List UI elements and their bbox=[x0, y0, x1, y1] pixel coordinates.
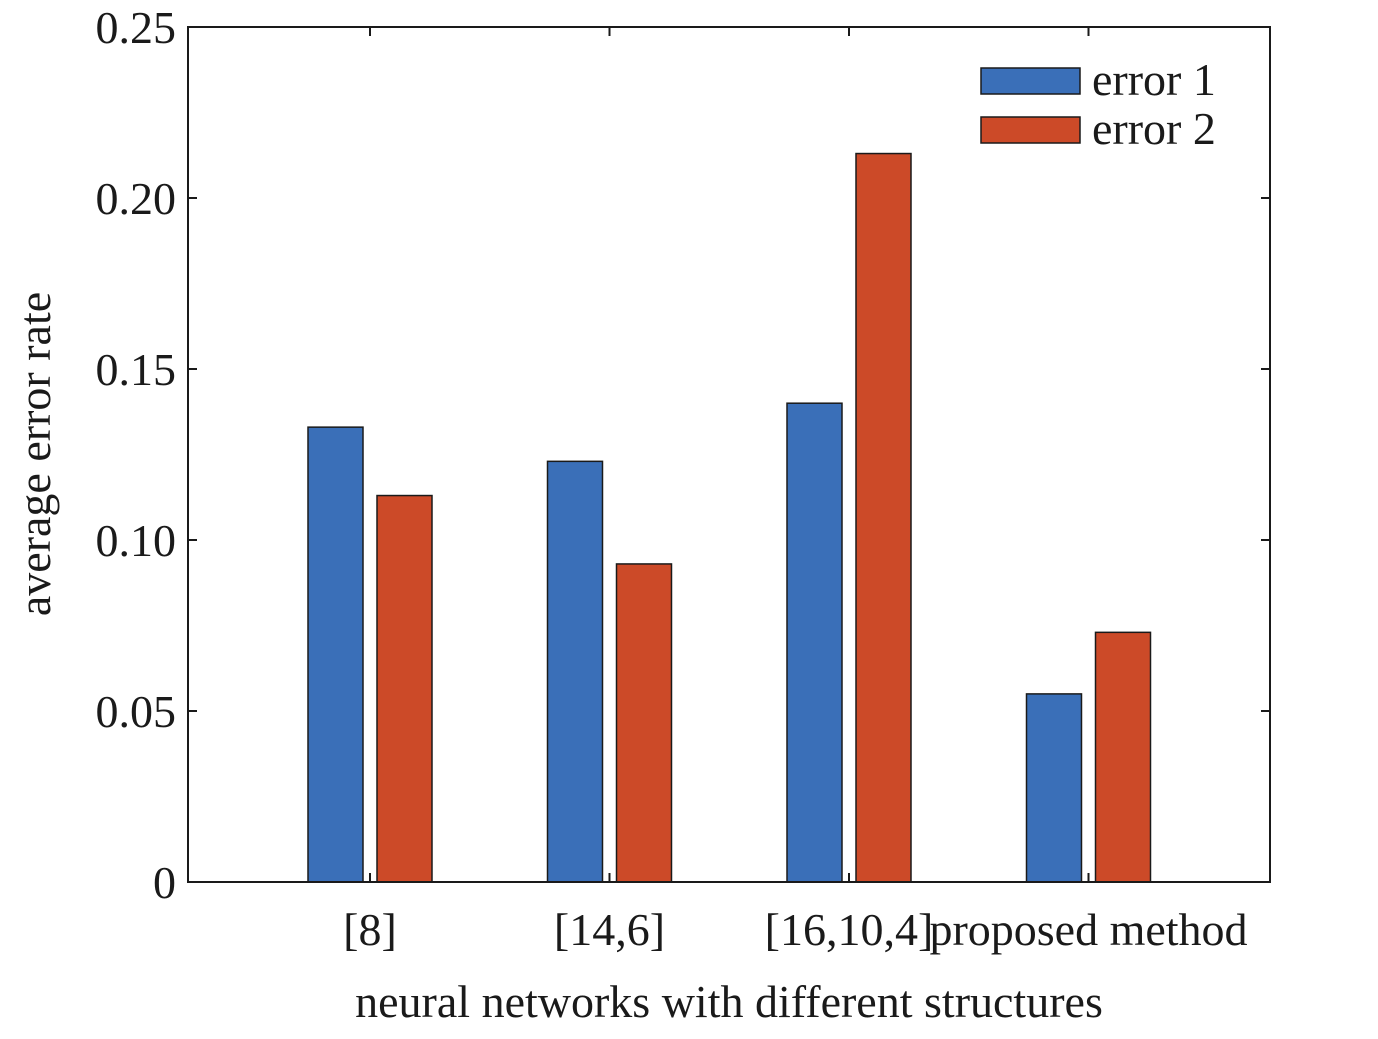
bar-error-2-2 bbox=[615, 563, 673, 883]
bar-error-1-3 bbox=[786, 402, 843, 883]
axes-layer bbox=[187, 26, 1271, 883]
bar-error-2-1 bbox=[376, 494, 433, 883]
plot-frame bbox=[187, 26, 1271, 883]
y-tick-label: 0.25 bbox=[96, 2, 177, 53]
y-tick-label: 0.05 bbox=[96, 686, 177, 737]
bar-error-1-4 bbox=[1025, 693, 1083, 883]
bar-error-1-2 bbox=[546, 460, 604, 883]
y-axis-label: average error rate bbox=[9, 292, 60, 616]
legend-swatch-error-1 bbox=[980, 67, 1081, 95]
legend: error 1 error 2 bbox=[980, 54, 1216, 154]
x-tick-label: [8] bbox=[343, 904, 397, 955]
legend-swatch-error-2 bbox=[980, 116, 1081, 144]
bars-layer bbox=[307, 152, 1152, 883]
y-tick-label: 0 bbox=[153, 857, 176, 908]
y-tick-label: 0.15 bbox=[96, 344, 177, 395]
x-ticks: [8] [14,6] [16,10,4]proposed method bbox=[343, 27, 1248, 955]
y-ticks: 0 0.05 0.10 0.15 0.20 0.25 bbox=[96, 2, 1270, 908]
x-tick-label: [14,6] bbox=[554, 904, 665, 955]
bar-error-1-1 bbox=[307, 426, 364, 883]
x-axis-label: neural networks with different structure… bbox=[355, 976, 1103, 1027]
bar-error-2-4 bbox=[1094, 631, 1152, 883]
x-tick-label: [16,10,4] bbox=[765, 904, 934, 955]
y-tick-label: 0.20 bbox=[96, 173, 177, 224]
bar-error-2-3 bbox=[855, 152, 912, 883]
legend-label-error-1: error 1 bbox=[1092, 54, 1216, 105]
y-tick-label: 0.10 bbox=[96, 515, 177, 566]
x-tick-label: proposed method bbox=[929, 904, 1247, 955]
legend-label-error-2: error 2 bbox=[1092, 103, 1216, 154]
